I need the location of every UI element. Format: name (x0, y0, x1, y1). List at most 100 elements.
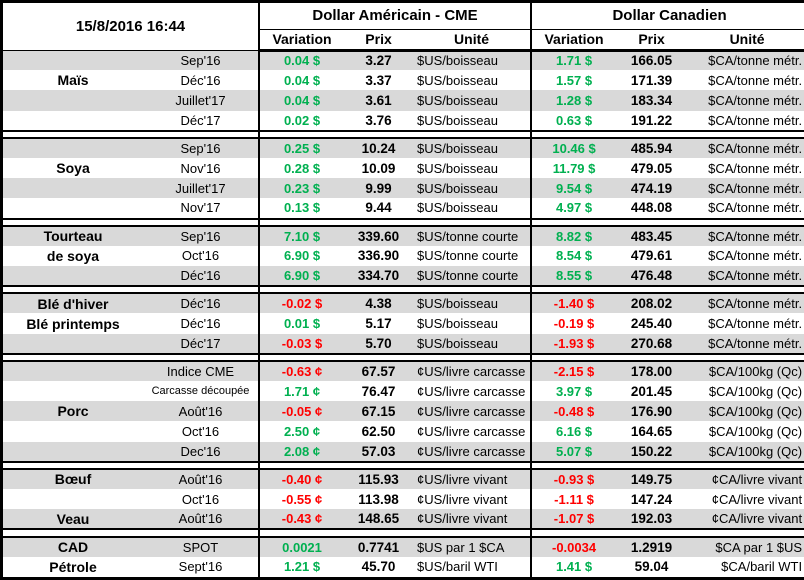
category-cell (3, 441, 143, 462)
section-divider-cell (3, 285, 260, 295)
ca-variation-cell: -1.93 $ (530, 333, 617, 354)
us-price-cell: 9.99 (344, 178, 414, 199)
ca-unit-cell: $CA/tonne métr. (687, 293, 804, 314)
category-cell: Maïs (3, 70, 143, 91)
section-divider-cell (3, 129, 260, 139)
ca-unit-cell: ¢CA/livre vivant (687, 509, 804, 530)
category-cell (3, 381, 143, 402)
ca-price-cell: 166.05 (616, 50, 688, 71)
ca-variation-cell: -0.48 $ (530, 401, 617, 422)
ca-unit-cell: $CA/tonne métr. (687, 198, 804, 219)
section-divider-cell (3, 217, 260, 227)
section-divider (3, 460, 804, 470)
us-variation-cell: 1.71 ¢ (258, 381, 345, 402)
group-header-row: 15/8/2016 16:44 Dollar Américain - CME D… (3, 3, 804, 51)
month-cell: Déc'16 (143, 266, 260, 287)
ca-unit-cell: $CA/tonne métr. (687, 313, 804, 334)
us-price-cell: 3.61 (344, 90, 414, 111)
ca-unit-cell: $CA/tonne métr. (687, 245, 804, 266)
us-unit-cell: $US/boisseau (413, 137, 532, 158)
ca-unit-cell: ¢CA/livre vivant (687, 468, 804, 490)
table-row: Sep'16 0.25 $10.24 $US/boisseau 10.46 $485.… (3, 137, 804, 158)
section-divider (3, 285, 804, 295)
section-divider-cell (3, 460, 260, 470)
us-price-cell: 67.15 (344, 401, 414, 422)
table-row: de soya Oct'16 6.90 $336.90 $US/tonne court… (3, 245, 804, 266)
ca-variation-cell: 8.55 $ (530, 266, 617, 287)
table-row: Porc Août'16 -0.05 ¢ 67.15 ¢US/livre carcass… (3, 401, 804, 422)
ca-price-cell: 149.75 (616, 468, 688, 490)
category-cell: CAD (3, 536, 143, 557)
us-dollar-group-header: Dollar Américain - CME (258, 3, 532, 30)
section-divider (3, 352, 804, 362)
us-price-cell: 9.44 (344, 198, 414, 219)
section-divider-cell (258, 528, 532, 538)
ca-variation-cell: 10.46 $ (530, 137, 617, 158)
month-cell: Dec'16 (143, 441, 260, 462)
section-divider-cell (530, 129, 804, 139)
us-price-cell: 62.50 (344, 421, 414, 442)
ca-variation-cell: 1.28 $ (530, 90, 617, 111)
ca-variation-cell: -1.40 $ (530, 293, 617, 314)
category-cell (3, 489, 143, 510)
us-unit-cell: $US/boisseau (413, 90, 532, 111)
us-price-cell: 10.24 (344, 137, 414, 158)
ca-variation-cell: 3.97 $ (530, 381, 617, 402)
section-divider-cell (530, 460, 804, 470)
ca-dollar-group-header: Dollar Canadien (530, 3, 804, 30)
month-cell: Juillet'17 (143, 90, 260, 111)
us-unit-cell: ¢US/livre vivant (413, 489, 532, 510)
us-price-cell: 115.93 (344, 468, 414, 490)
ca-unit-cell: $CA par 1 $US (687, 536, 804, 557)
ca-price-cell: 192.03 (616, 509, 688, 530)
ca-price-cell: 245.40 (616, 313, 688, 334)
table-row: Indice CME -0.63 ¢ 67.57 ¢US/livre carcasse… (3, 360, 804, 382)
us-unit-cell: ¢US/livre carcasse (413, 421, 532, 442)
category-cell (3, 137, 143, 158)
us-price-cell: 57.03 (344, 441, 414, 462)
ca-price-cell: 59.04 (616, 556, 688, 577)
section-divider-cell (530, 285, 804, 295)
table-body: Sep'16 0.04 $3.27 $US/boisseau 1.71 $166.05… (3, 50, 804, 577)
ca-unit-cell: $CA/tonne métr. (687, 90, 804, 111)
us-price-cell: 76.47 (344, 381, 414, 402)
month-cell: Oct'16 (143, 489, 260, 510)
ca-variation-cell: 1.71 $ (530, 50, 617, 71)
ca-variation-cell: -0.93 $ (530, 468, 617, 490)
month-cell: Sep'16 (143, 225, 260, 246)
ca-price-cell: 448.08 (616, 198, 688, 219)
ca-variation-cell: -1.07 $ (530, 509, 617, 530)
us-unit-cell: ¢US/livre carcasse (413, 360, 532, 382)
us-variation-cell: 0.0021 (258, 536, 345, 557)
ca-unit-cell: $CA/tonne métr. (687, 70, 804, 91)
us-variation-cell: 2.50 ¢ (258, 421, 345, 442)
us-unit-cell: $US/boisseau (413, 293, 532, 314)
table-row: Juillet'17 0.04 $3.61 $US/boisseau 1.28 $18… (3, 90, 804, 111)
us-price-cell: 5.70 (344, 333, 414, 354)
month-cell: Sept'16 (143, 556, 260, 577)
us-unit-cell: $US par 1 $CA (413, 536, 532, 557)
us-variation-cell: 2.08 ¢ (258, 441, 345, 462)
month-cell: SPOT (143, 536, 260, 557)
table-row: Déc'16 6.90 $334.70 $US/tonne courte 8.55 $… (3, 266, 804, 287)
ca-unit-cell: $CA/tonne métr. (687, 137, 804, 158)
ca-variation-cell: 6.16 $ (530, 421, 617, 442)
us-price-cell: 148.65 (344, 509, 414, 530)
us-variation-cell: 0.01 $ (258, 313, 345, 334)
section-divider (3, 528, 804, 538)
us-unit-cell: ¢US/livre carcasse (413, 441, 532, 462)
us-price-cell: 334.70 (344, 266, 414, 287)
ca-price-cell: 147.24 (616, 489, 688, 510)
us-price-cell: 3.37 (344, 70, 414, 91)
ca-unit-cell: $CA/100kg (Qc) (687, 441, 804, 462)
ca-unit-cell: $CA/100kg (Qc) (687, 360, 804, 382)
us-price-cell: 0.7741 (344, 536, 414, 557)
us-unit-cell: ¢US/livre vivant (413, 509, 532, 530)
us-price-cell: 4.38 (344, 293, 414, 314)
us-price-cell: 339.60 (344, 225, 414, 246)
price-table: 15/8/2016 16:44 Dollar Américain - CME D… (3, 3, 804, 577)
ca-price-cell: 191.22 (616, 110, 688, 131)
ca-price-cell: 1.2919 (616, 536, 688, 557)
us-prix-column-header: Prix (344, 29, 414, 52)
us-unit-cell: $US/boisseau (413, 110, 532, 131)
